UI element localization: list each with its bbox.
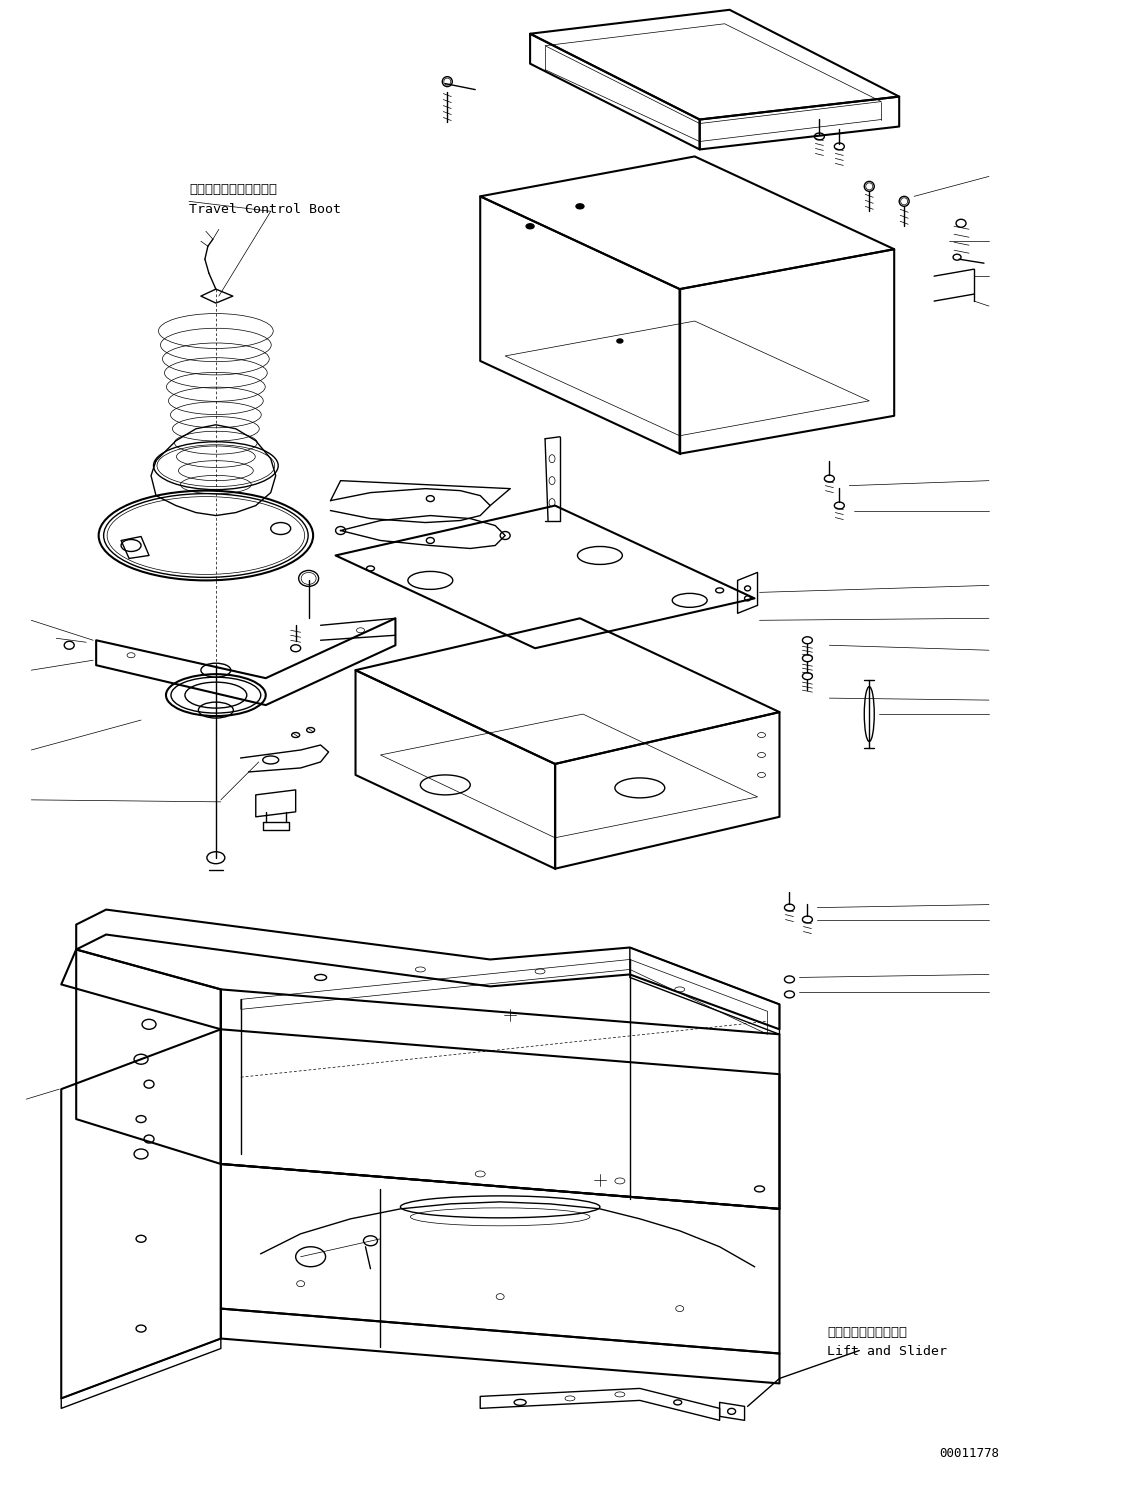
Text: 走行コントロールブート: 走行コントロールブート — [189, 183, 277, 197]
Text: リフトおよびスライダ: リフトおよびスライダ — [828, 1325, 907, 1339]
Text: Travel Control Boot: Travel Control Boot — [189, 204, 341, 216]
Text: 00011778: 00011778 — [939, 1447, 999, 1461]
Ellipse shape — [576, 204, 584, 208]
Ellipse shape — [617, 339, 623, 342]
Ellipse shape — [526, 223, 534, 229]
Text: Lift and Slider: Lift and Slider — [828, 1346, 947, 1358]
